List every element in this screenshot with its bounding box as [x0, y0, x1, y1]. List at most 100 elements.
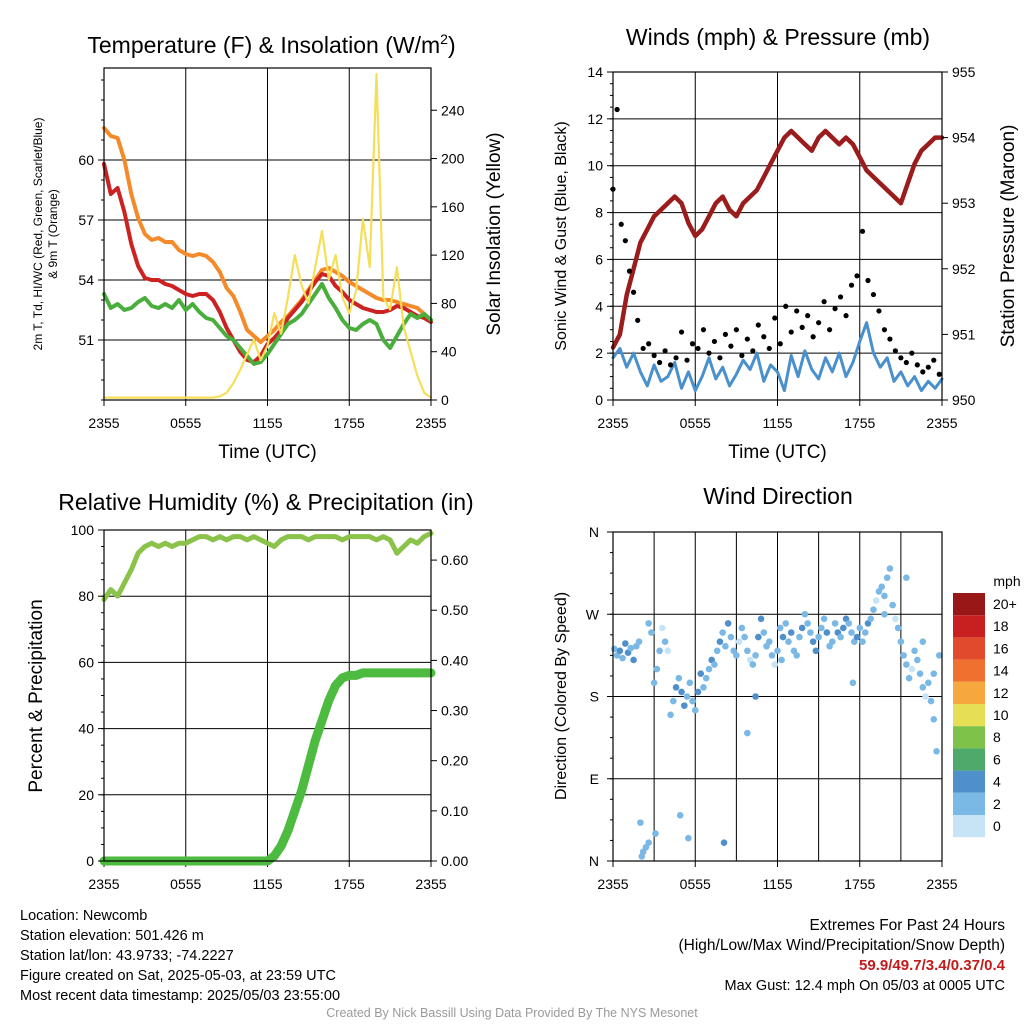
gust-point — [920, 369, 926, 375]
direction-point — [927, 697, 935, 705]
gust-point — [805, 313, 811, 319]
gust-point — [854, 273, 860, 279]
direction-point — [903, 574, 910, 581]
direction-point — [849, 679, 857, 687]
gust-point — [843, 313, 849, 319]
y-tick-label: S — [590, 689, 599, 705]
direction-point — [676, 812, 684, 819]
x-tick-label: 2355 — [415, 876, 446, 892]
direction-point — [785, 638, 792, 645]
direction-point — [648, 629, 655, 636]
gust-point — [640, 345, 646, 352]
x-tick-label: 2355 — [597, 876, 628, 892]
y-right-tick-label: 0.20 — [441, 753, 468, 769]
y-tick-label: 10 — [587, 158, 603, 174]
colorbar-label: 16 — [993, 640, 1009, 656]
direction-point — [719, 629, 726, 636]
direction-point — [656, 647, 663, 655]
direction-point — [672, 684, 680, 691]
y-right-tick-label: 0.10 — [441, 803, 468, 819]
direction-point — [919, 638, 927, 645]
direction-point — [840, 624, 847, 632]
colorbar-swatch — [953, 748, 985, 771]
direction-point — [702, 674, 710, 682]
gust-point — [689, 341, 696, 347]
direction-point — [930, 670, 938, 677]
panel-0: 2355 0555 1155 1755 2355 51 54 57 60 0 40 80 120 160 2… — [31, 31, 505, 463]
y-tick-label: 51 — [78, 332, 94, 348]
y-right-tick-label: 240 — [441, 102, 465, 118]
direction-point — [752, 652, 759, 659]
direction-point — [711, 661, 718, 668]
gust-point — [755, 322, 761, 328]
x-tick-label: 2355 — [926, 415, 957, 431]
direction-point — [619, 654, 626, 662]
direction-point — [793, 652, 800, 659]
x-tick-label: 2355 — [88, 876, 119, 892]
gust-point — [837, 294, 844, 300]
x-axis-label: Time (UTC) — [218, 442, 317, 463]
direction-point — [661, 638, 669, 645]
panel-2: 2355 0555 1155 1755 2355 0 20 40 60 80 100 0.00 0.10… — [26, 489, 474, 892]
direction-point — [627, 644, 635, 652]
gust-point — [635, 317, 641, 323]
series-line-0 — [102, 126, 433, 344]
gust-point — [821, 299, 827, 305]
gust-point — [794, 308, 800, 314]
y-axis-label-2: & 9m T (Orange) — [46, 189, 60, 279]
gust-point — [799, 324, 805, 330]
direction-point — [829, 638, 836, 645]
y-tick-label: 60 — [78, 152, 94, 168]
direction-point — [815, 633, 822, 641]
extremes-title: Extremes For Past 24 Hours — [809, 917, 1005, 934]
gust-point — [931, 357, 937, 363]
y-right-axis-label: Solar Insolation (Yellow) — [484, 132, 505, 335]
x-tick-label: 1755 — [844, 876, 875, 892]
y-right-tick-label: 80 — [441, 295, 457, 311]
direction-point — [733, 652, 740, 659]
gust-point — [766, 345, 772, 352]
y-tick-label: 12 — [587, 111, 603, 127]
y-axis-label: Sonic Wind & Gust (Blue, Black) — [553, 121, 570, 350]
direction-point — [722, 642, 729, 650]
direction-point — [856, 624, 864, 632]
gust-point — [783, 303, 789, 309]
y-tick-label: W — [586, 606, 600, 622]
direction-point — [796, 633, 803, 641]
colorbar-label: 14 — [993, 663, 1009, 679]
y-tick-label: N — [589, 853, 599, 869]
y-right-axis-label: Station Pressure (Maroon) — [998, 125, 1019, 348]
gust-point — [876, 308, 882, 314]
y-right-tick-label: 120 — [441, 247, 465, 263]
direction-point — [691, 706, 699, 714]
y-tick-label: 8 — [595, 205, 603, 221]
direction-point — [638, 853, 646, 860]
direction-point — [908, 665, 916, 673]
direction-point — [914, 656, 921, 664]
colorbar-swatch — [953, 704, 985, 727]
direction-point — [683, 693, 691, 700]
direction-point — [848, 629, 855, 636]
direction-point — [713, 647, 721, 655]
panel-3: 2355 0555 1155 1755 2355 N E S W N Wind Direction D… — [553, 483, 1021, 892]
gust-point — [816, 320, 822, 326]
gust-point — [695, 345, 701, 352]
panel-1: 2355 0555 1155 1755 2355 0 2 4 6 8 10 12 14 950 951 952… — [553, 24, 1019, 463]
direction-point — [903, 661, 910, 668]
gust-point — [761, 334, 767, 340]
direction-point — [616, 647, 624, 655]
gust-point — [614, 106, 620, 113]
colorbar-swatch — [953, 726, 985, 749]
plot-frame — [103, 67, 432, 401]
gust-point — [892, 348, 898, 354]
direction-point — [894, 624, 902, 632]
y-tick-label: 57 — [78, 212, 94, 228]
gust-point — [618, 221, 624, 227]
gust-point — [657, 359, 663, 366]
y-tick-label: N — [589, 524, 599, 540]
direction-point — [919, 684, 927, 691]
colorbar: mph 20+ 18 16 14 12 10 8 6 4 2 0 — [953, 573, 1021, 838]
direction-point — [694, 688, 702, 696]
gust-point — [826, 327, 833, 333]
direction-point — [738, 624, 746, 632]
